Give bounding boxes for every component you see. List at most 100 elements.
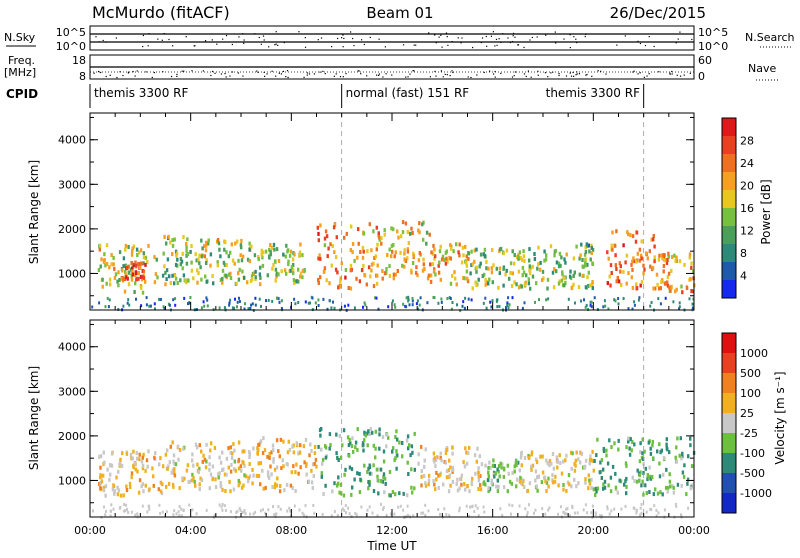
- echo-cell: [665, 260, 669, 265]
- echo-cell: [390, 254, 393, 259]
- echo-cell: [462, 253, 465, 258]
- echo-cell: [627, 271, 630, 276]
- echo-cell: [137, 261, 140, 266]
- echo-cell: [347, 443, 351, 448]
- ground-scatter-cell: [241, 510, 244, 514]
- echo-cell: [205, 459, 208, 464]
- echo-cell: [633, 479, 636, 484]
- nsky-dot: [536, 36, 538, 38]
- echo-cell: [618, 261, 621, 266]
- echo-cell: [237, 466, 241, 471]
- echo-cell: [177, 457, 180, 462]
- echo-cell: [279, 484, 282, 488]
- nave-dot: [514, 71, 517, 73]
- echo-cell: [375, 467, 379, 472]
- freq-label-line1: Freq.: [8, 54, 35, 67]
- nave-dot: [278, 72, 280, 74]
- echo-cell: [250, 274, 254, 279]
- echo-cell: [517, 269, 521, 274]
- echo-cell: [483, 247, 487, 252]
- echo-cell: [325, 278, 328, 283]
- echo-cell: [204, 465, 208, 470]
- echo-cell: [453, 270, 456, 275]
- echo-cell: [421, 222, 424, 227]
- echo-cell: [663, 258, 666, 263]
- echo-cell: [154, 451, 157, 456]
- echo-cell: [271, 443, 275, 448]
- ground-scatter-cell: [354, 512, 357, 515]
- echo-cell: [108, 277, 112, 282]
- echo-cell: [595, 489, 598, 494]
- echo-cell: [641, 451, 644, 456]
- echo-cell: [286, 249, 289, 254]
- ground-scatter-cell: [463, 306, 466, 310]
- echo-cell: [343, 472, 346, 477]
- ground-scatter-cell: [279, 507, 282, 511]
- echo-cell: [370, 248, 373, 253]
- nave-dot: [605, 73, 607, 75]
- ground-scatter-cell: [203, 304, 206, 308]
- echo-cell: [579, 450, 582, 455]
- ground-scatter-cell: [649, 507, 652, 511]
- echo-cell: [586, 262, 589, 267]
- echo-cell: [504, 272, 507, 277]
- nsky-dot: [142, 34, 145, 37]
- echo-cell: [210, 441, 213, 446]
- echo-cell: [653, 259, 656, 264]
- nave-dot: [597, 70, 599, 72]
- echo-cell: [651, 475, 654, 479]
- echo-cell: [591, 280, 594, 284]
- echo-cell: [246, 280, 249, 285]
- echo-cell: [229, 250, 232, 255]
- echo-cell: [124, 272, 127, 277]
- ground-scatter-cell: [602, 305, 605, 309]
- echo-cell: [119, 493, 123, 498]
- ground-scatter-cell: [584, 503, 587, 507]
- nsky-dot: [243, 39, 245, 41]
- ground-scatter-cell: [557, 512, 560, 516]
- echo-cell: [152, 483, 155, 488]
- echo-cell: [669, 484, 672, 489]
- nsearch-tick-bottom: 10^0: [698, 40, 728, 53]
- echo-cell: [497, 285, 500, 290]
- echo-cell: [387, 435, 390, 440]
- echo-cell: [197, 257, 200, 262]
- echo-cell: [348, 453, 351, 458]
- echo-cell: [535, 484, 538, 489]
- echo-cell: [131, 249, 134, 254]
- echo-cell: [204, 248, 208, 253]
- echo-cell: [122, 493, 125, 498]
- ground-scatter-cell: [277, 505, 280, 509]
- nave-dot: [676, 74, 678, 76]
- echo-cell: [136, 456, 139, 461]
- echo-cell: [691, 289, 695, 294]
- echo-cell: [165, 484, 168, 489]
- echo-cell: [113, 275, 117, 280]
- echo-cell: [291, 444, 294, 449]
- echo-cell: [261, 451, 265, 455]
- nave-dot: [116, 76, 118, 79]
- ground-scatter-cell: [586, 511, 589, 515]
- ground-scatter-cell: [622, 297, 625, 300]
- echo-cell: [240, 468, 243, 473]
- echo-cell: [477, 466, 480, 471]
- ground-scatter-cell: [657, 511, 660, 515]
- echo-cell: [259, 482, 262, 487]
- echo-cell: [509, 261, 513, 266]
- ground-scatter-cell: [640, 511, 643, 515]
- nsky-dot: [142, 45, 144, 48]
- echo-cell: [408, 443, 411, 448]
- nave-dot: [345, 72, 347, 75]
- echo-cell: [182, 446, 185, 451]
- echo-cell: [521, 265, 525, 270]
- freq-tick-top: 18: [72, 54, 86, 67]
- echo-cell: [118, 462, 121, 467]
- echo-cell: [362, 263, 365, 268]
- echo-cell: [366, 431, 369, 436]
- echo-cell: [518, 479, 522, 484]
- ground-scatter-cell: [243, 307, 246, 311]
- echo-cell: [230, 242, 233, 247]
- ground-scatter-cell: [544, 512, 547, 516]
- ground-scatter-cell: [432, 296, 435, 299]
- echo-cell: [447, 489, 451, 494]
